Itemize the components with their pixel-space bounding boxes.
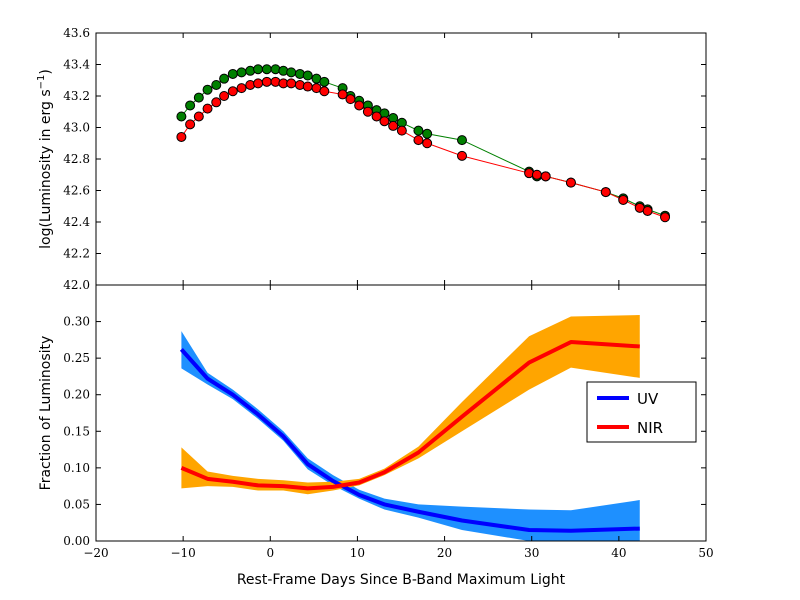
luminosity-series-0-point [302,70,313,81]
fraction-x-tick-label: −10 [170,546,195,560]
luminosity-series-0-point [176,111,187,122]
luminosity-series-1-point [219,91,230,101]
luminosity-series-1-point [236,83,247,94]
luminosity-y-tick-label: 43.0 [63,121,90,135]
luminosity-series-0-point [211,79,222,90]
luminosity-y-tick-label: 42.0 [63,278,90,292]
luminosity-series-0-point [457,135,467,146]
fraction-x-tick-label: 10 [350,546,365,560]
luminosity-series-1-point [337,89,348,100]
luminosity-series-0-point [193,92,204,103]
fraction-x-tick-label: −20 [83,546,108,560]
fraction-plot-area [179,314,640,541]
luminosity-series-1-point [362,106,373,117]
luminosity-series-0-point [319,76,330,87]
luminosity-series-1-point [642,205,653,216]
luminosity-series-0-point [261,64,272,75]
luminosity-series-0-point [236,67,247,78]
luminosity-series-0-point [413,125,424,136]
luminosity-series-1-point [413,135,424,146]
luminosity-series-0-point [253,64,264,75]
fraction-x-tick-label: 50 [698,546,713,560]
luminosity-series-1-point [202,103,213,114]
luminosity-series-0-point [227,68,238,79]
luminosity-series-1-point [660,212,671,223]
luminosity-series-0-point [185,100,196,111]
fraction-y-tick-label: 0.05 [63,497,90,511]
fraction-x-tick-label: 40 [611,546,626,560]
luminosity-y-axis-label: log(Luminosity in erg s−1) [36,69,54,249]
luminosity-series-1-point [193,111,204,122]
fraction-axes-frame [95,284,707,542]
fraction-y-tick-label: 0.00 [63,534,90,548]
fraction-y-tick-label: 0.30 [63,315,90,329]
luminosity-y-axis-label-superscript: −1 [36,75,47,90]
fraction-ticks: 0.00 0.05 0.10 0.15 0.20 0.25 0.30 −20 −10 0 10 20 3… [63,285,714,560]
luminosity-series-1-point [531,169,542,180]
fraction-x-tick-label: 20 [437,546,452,560]
luminosity-y-tick-label: 43.4 [63,58,90,72]
fraction-y-tick-label: 0.25 [63,351,90,365]
luminosity-y-tick-label: 42.4 [63,215,90,229]
luminosity-series-1-point [319,86,330,97]
luminosity-series-1-point [253,78,264,89]
luminosity-y-tick-label: 43.6 [63,26,90,40]
luminosity-y-tick-label: 43.2 [63,89,90,103]
fraction-panel: 0.00 0.05 0.10 0.15 0.20 0.25 0.30 −20 −10 0 10 20 3… [38,284,714,588]
x-axis-label: Rest-Frame Days Since B-Band Maximum Lig… [237,572,566,588]
luminosity-series-1-point [540,171,551,182]
fraction-y-axis-label: Fraction of Luminosity [38,336,54,491]
luminosity-series-0-point [219,73,230,84]
legend-uv-label: UV [637,390,659,408]
luminosity-series-1-point [371,111,382,122]
luminosity-series-1-point [379,116,390,127]
fraction-y-tick-label: 0.15 [63,424,90,438]
legend: UV NIR [586,381,697,443]
luminosity-ticks: 42.0 42.2 42.4 42.6 42.8 43.0 43.2 43.4 43.6 [63,26,707,292]
luminosity-series-1-point [354,100,365,111]
luminosity-series-1-point [396,125,407,136]
luminosity-series-1-point [618,194,629,205]
luminosity-series-1-point [422,138,433,149]
luminosity-series-1-point [457,150,467,161]
fraction-nir-line [180,340,640,491]
fraction-uv-line [179,348,640,533]
luminosity-series-0-point [202,84,213,95]
luminosity-series-1-point [565,177,576,188]
luminosity-series-1-point [345,94,356,105]
luminosity-series-1-point [286,78,297,89]
fraction-y-tick-label: 0.20 [63,388,90,402]
luminosity-series-1-point [176,131,187,142]
legend-box [586,381,697,443]
luminosity-y-tick-label: 42.2 [63,247,90,261]
fraction-nir-uncertainty-band [181,314,640,495]
fraction-x-tick-label: 30 [524,546,539,560]
luminosity-series-1-point [388,120,399,131]
luminosity-series-1-point [185,119,196,130]
luminosity-y-axis-label-close: ) [38,69,54,74]
luminosity-plot-area [176,64,671,223]
legend-nir-label: NIR [637,419,663,437]
luminosity-series-1-point [302,81,313,92]
luminosity-series-1-point [227,86,238,97]
luminosity-series-0-point [422,128,433,139]
fraction-x-tick-label: 0 [266,546,274,560]
luminosity-y-tick-label: 42.6 [63,184,90,198]
luminosity-y-tick-label: 42.8 [63,152,90,166]
fraction-uv-uncertainty-band [181,331,640,541]
fraction-y-tick-label: 0.10 [63,461,90,475]
luminosity-series-1-point [600,187,611,198]
luminosity-series-1-point [261,76,272,87]
luminosity-series-1-point [211,97,222,108]
luminosity-series-0-point [286,67,297,78]
